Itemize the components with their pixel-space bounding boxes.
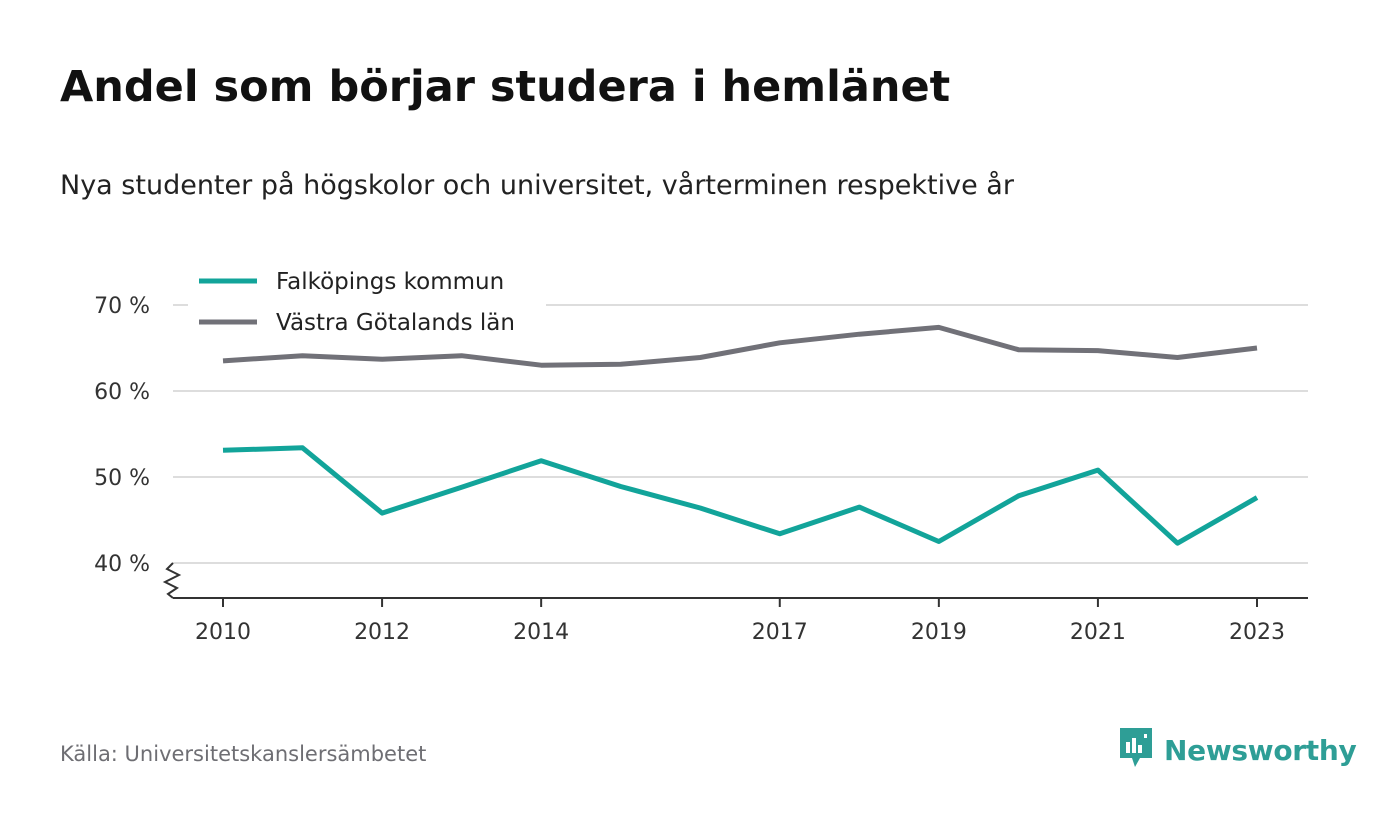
- x-tick-label: 2021: [1070, 620, 1126, 645]
- y-axis-break-icon: [162, 562, 182, 599]
- line-chart: 40 % 50 % 60 % 70 % 2010 2012 2014 2017 2019 2021…: [94, 262, 1308, 645]
- brand-logo: Newsworthy: [1118, 726, 1357, 774]
- x-tick-label: 2012: [354, 620, 410, 645]
- x-tick-label: 2019: [911, 620, 967, 645]
- y-tick-label: 70 %: [94, 294, 150, 319]
- series-line-1: [222, 445, 1259, 546]
- y-tick-label: 50 %: [94, 466, 150, 491]
- axes: 40 % 50 % 60 % 70 % 2010 2012 2014 2017 2019 2021…: [94, 294, 1308, 645]
- series-lines: [222, 324, 1259, 546]
- x-tick-label: 2010: [195, 620, 251, 645]
- newsworthy-logo-icon: [1118, 726, 1154, 774]
- x-tick-label: 2014: [513, 620, 569, 645]
- y-tick-label: 40 %: [94, 552, 150, 577]
- legend-background: [188, 262, 546, 338]
- source-note: Källa: Universitetskanslersämbetet: [60, 742, 427, 766]
- legend-label: Västra Götalands län: [276, 310, 515, 336]
- chart-subtitle: Nya studenter på högskolor och universit…: [60, 170, 1014, 201]
- y-tick-label: 60 %: [94, 380, 150, 405]
- legend: Falköpings kommun Västra Götalands län: [188, 262, 546, 338]
- chart-title: Andel som börjar studera i hemlänet: [60, 62, 951, 112]
- x-tick-label: 2023: [1229, 620, 1285, 645]
- series-line-2: [222, 324, 1258, 368]
- brand-name: Newsworthy: [1164, 733, 1357, 767]
- legend-label: Falköpings kommun: [276, 269, 504, 295]
- grid-lines: [173, 304, 1308, 564]
- x-tick-label: 2017: [752, 620, 808, 645]
